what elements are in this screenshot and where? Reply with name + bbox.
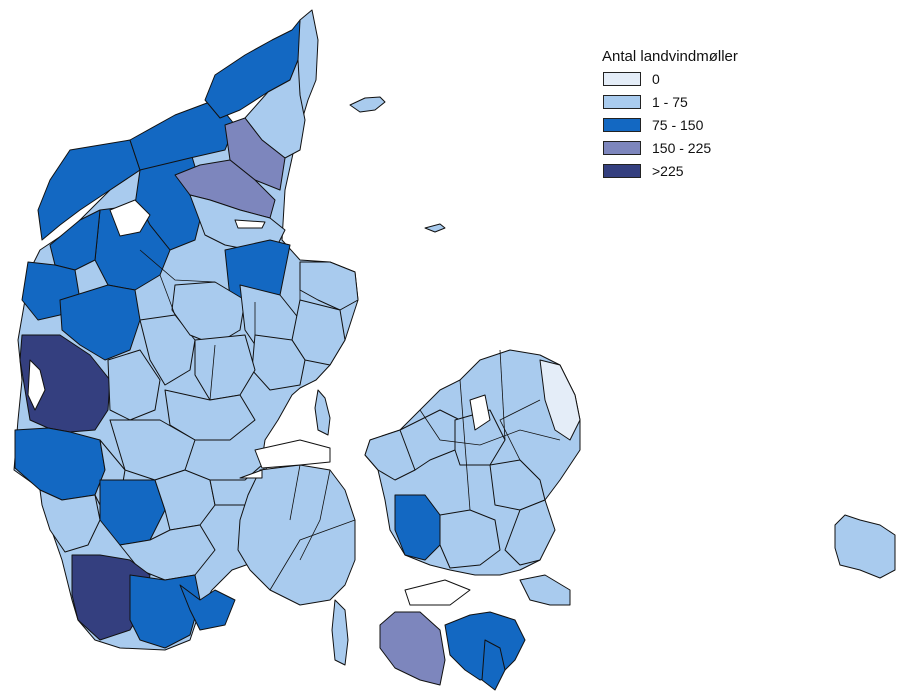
inner-border-10 [499,399,541,481]
legend-item-0: 0 [603,70,793,88]
legend-swatch-150-225 [603,141,641,155]
municipality-moen [519,574,571,606]
inner-border-1 [159,274,176,316]
inner-border-2 [209,344,216,401]
municipality-falster-south [481,639,506,691]
municipality-bornholm [834,514,896,579]
inner-border-9 [459,379,471,511]
municipality-slagelse [394,494,441,561]
municipality-lolland [379,611,446,686]
legend-label-0: 0 [652,71,660,87]
municipality-herning [107,349,161,421]
inner-border-7 [289,464,301,521]
water-storebaelt [254,439,331,469]
legend-swatch-1-75 [603,95,641,109]
municipality-horsens [164,389,256,441]
municipality-esbjerg [39,489,101,553]
map-legend: Antal landvindmøller 0 1 - 75 75 - 150 1… [600,48,800,188]
municipality-samsoe [314,389,331,436]
legend-label-150-225: 150 - 225 [652,140,712,156]
municipality-soenderborg [179,584,236,631]
municipality-naestved [439,509,501,569]
water-smaalandsfarvandet [404,579,471,606]
municipality-holstebro [59,284,141,361]
municipality-ringkoebing-skjern [19,334,111,433]
legend-swatch-75-150 [603,118,641,132]
municipality-laesoe [424,223,446,233]
inner-border-11 [419,409,561,446]
municipality-anholt [349,96,386,113]
municipality-layer [13,9,896,691]
inner-border-6 [269,519,356,591]
municipality-norddjurs [299,261,359,311]
legend-label-75-150: 75 - 150 [652,117,704,133]
legend-item-150-225: 150 - 225 [603,139,793,157]
municipality-kolding [154,469,216,531]
water-mariager-fjord [234,219,266,229]
legend-swatch-over-225 [603,164,641,178]
legend-item-1-75: 1 - 75 [603,93,793,111]
municipality-varde [14,427,106,501]
inner-border-0 [139,249,216,283]
inner-border-8 [499,349,506,441]
water-limfjord-lake [109,199,151,237]
municipality-borders [139,249,561,591]
water-limfjord-west [27,359,46,411]
municipality-stevns [504,499,556,566]
legend-item-75-150: 75 - 150 [603,116,793,134]
municipality-hjoerring [204,19,301,119]
municipality-fyn [237,464,356,606]
water-isefjord [469,394,491,431]
inner-border-5 [299,469,331,561]
legend-item-over-225: >225 [603,162,793,180]
water-vejle-fjord [239,469,263,479]
legend-label-1-75: 1 - 75 [652,94,688,110]
municipality-koebenhavn [539,359,581,441]
municipality-langeland [331,599,349,666]
legend-swatch-0 [603,72,641,86]
legend-label-over-225: >225 [652,163,684,179]
legend-title: Antal landvindmøller [602,48,738,65]
municipality-aabenraa [129,574,201,649]
